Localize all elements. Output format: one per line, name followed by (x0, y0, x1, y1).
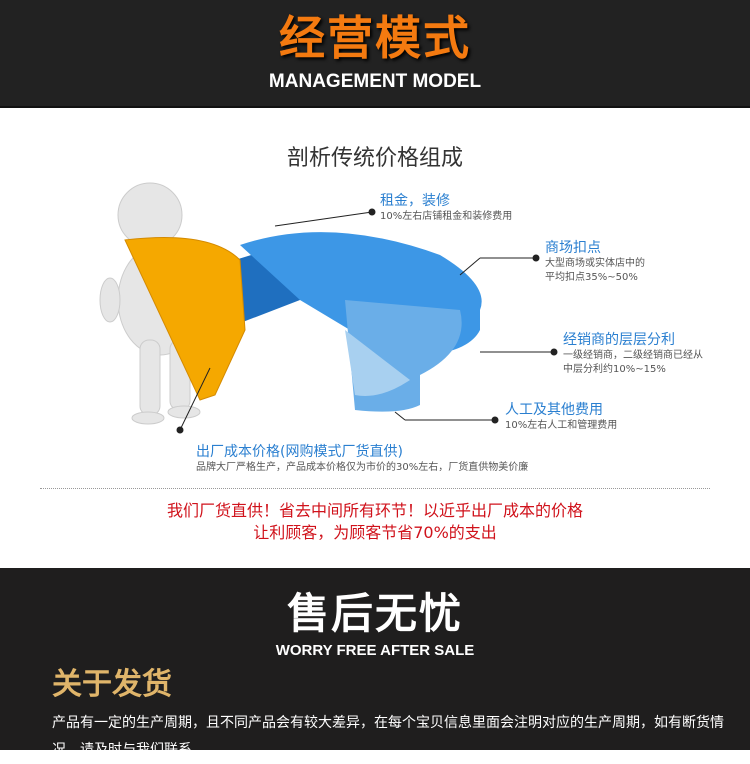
label-rent: 租金，装修 10%左右店铺租金和装修费用 (380, 193, 513, 222)
divider (40, 488, 710, 489)
slogan: 我们厂货直供！省去中间所有环节！以近乎出厂成本的价格 让利顾客，为顾客节省70%… (0, 500, 750, 544)
pie-illustration (99, 182, 558, 434)
slogan-line: 让利顾客，为顾客节省70%的支出 (253, 523, 497, 542)
label-labor: 人工及其他费用 10%左右人工和管理费用 (505, 402, 618, 431)
leader-lines (176, 208, 558, 434)
section-subtitle: MANAGEMENT MODEL (268, 71, 482, 92)
label-distributor: 经销商的层层分利 一级经销商，二级经销商已经从 中层分利约10%~15% (563, 332, 703, 375)
label-mall: 商场扣点 大型商场或实体店中的 平均扣点35%~50% (545, 240, 645, 283)
after-sale-banner (0, 568, 750, 750)
chart-title: 剖析传统价格组成 (286, 146, 463, 171)
shipping-heading: 关于发货 (52, 667, 172, 702)
label-factory: 出厂成本价格(网购模式厂货直供) 品牌大厂严格生产，产品成本价格仅为市价的30%… (196, 444, 529, 473)
header-banner (0, 0, 750, 108)
slogan-line: 我们厂货直供！省去中间所有环节！以近乎出厂成本的价格 (166, 501, 583, 520)
section-title: 经营模式 (279, 11, 471, 65)
shipping-text: 产品有一定的生产周期，且不同产品会有较大差异，在每个宝贝信息里面会注明对应的生产… (52, 715, 724, 758)
after-sale-subtitle: WORRY FREE AFTER SALE (275, 642, 475, 659)
pie-slice-labor (345, 330, 410, 396)
after-sale-title: 售后无忧 (286, 589, 463, 638)
pie-slice-factory (124, 237, 246, 401)
